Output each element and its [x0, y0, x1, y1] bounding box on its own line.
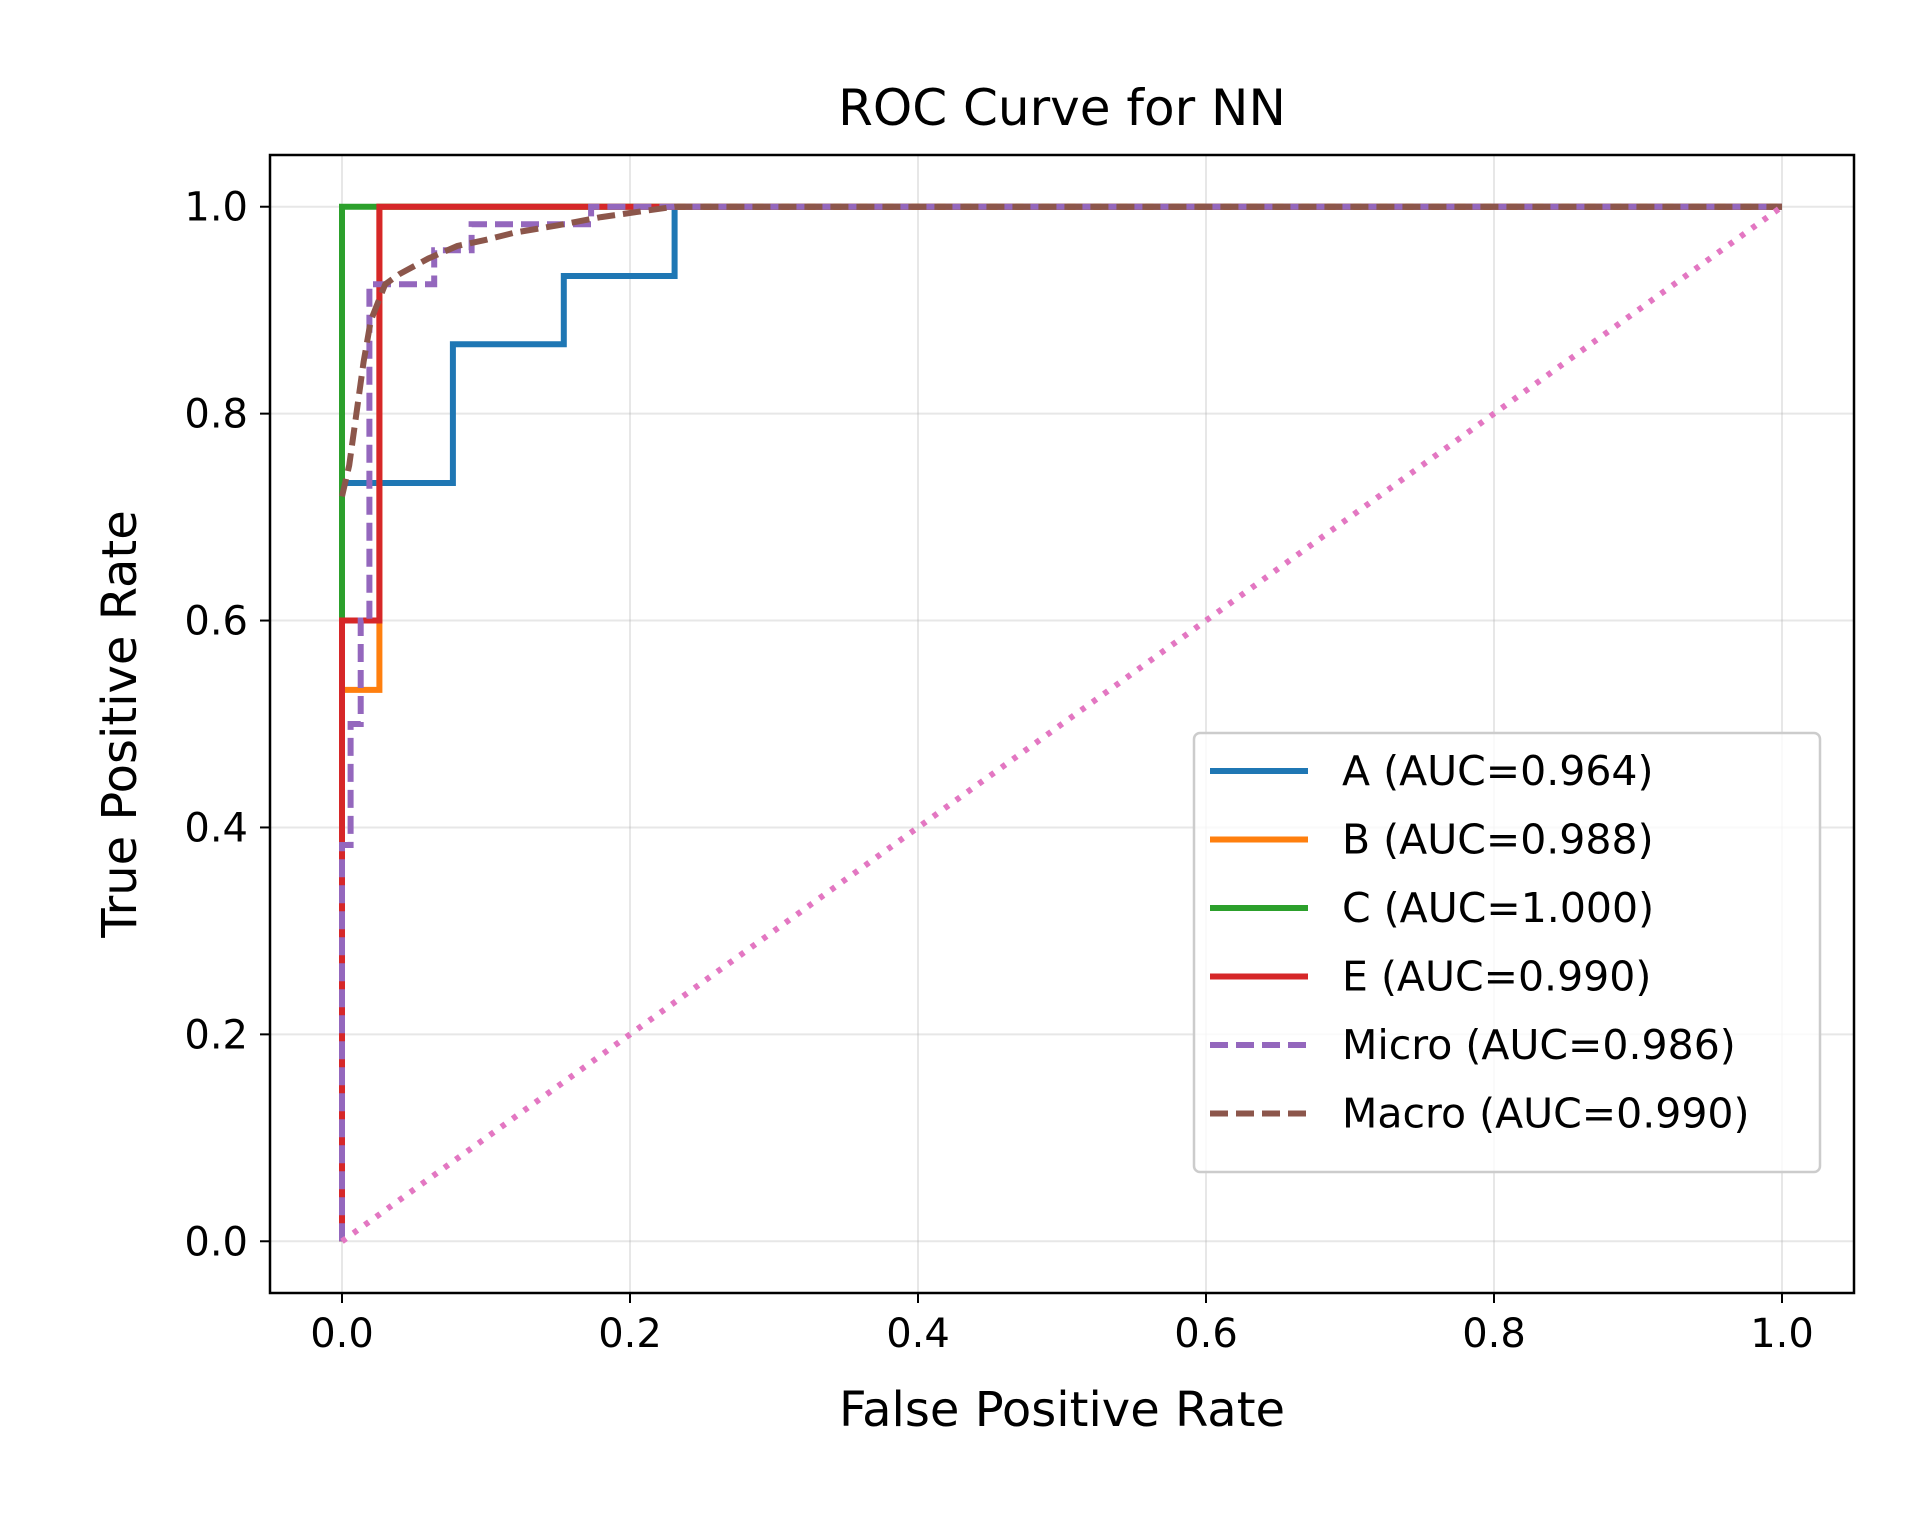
x-tick-label: 0.2 [598, 1311, 662, 1357]
legend-label-e: E (AUC=0.990) [1342, 953, 1651, 1001]
y-tick-label: 1.0 [184, 185, 248, 231]
y-tick-label: 0.0 [184, 1219, 248, 1265]
x-tick-label: 0.6 [1174, 1311, 1238, 1357]
legend-label-macro: Macro (AUC=0.990) [1342, 1090, 1750, 1138]
plot-frame [268, 153, 1856, 1295]
legend: A (AUC=0.964) B (AUC=0.988) C (AUC=1.000) E… [1192, 731, 1822, 1174]
y-axis-label: True Positive Rate [92, 510, 148, 939]
y-tick-label: 0.6 [184, 599, 248, 645]
y-tick-label: 0.2 [184, 1012, 248, 1058]
plot-series [339, 203, 1784, 1244]
x-tick-label: 1.0 [1750, 1311, 1814, 1357]
y-tick-label: 0.4 [184, 805, 248, 851]
chart-title: ROC Curve for NN [838, 79, 1286, 137]
legend-label-micro: Micro (AUC=0.986) [1342, 1021, 1736, 1069]
x-tick-label: 0.0 [310, 1311, 374, 1357]
axis-ticks: 0.0 0.2 0.4 0.6 0.8 1.0 0.0 0.2 0.4 0.6 0.8 1.0 [184, 185, 1813, 1357]
series-line-diagonal [340, 204, 1784, 1244]
legend-label-b: B (AUC=0.988) [1342, 816, 1654, 864]
x-tick-label: 0.8 [1462, 1311, 1526, 1357]
legend-box [1192, 731, 1822, 1174]
legend-label-a: A (AUC=0.964) [1342, 747, 1653, 795]
grid [270, 155, 1854, 1293]
x-axis-label: False Positive Rate [839, 1382, 1285, 1438]
legend-label-c: C (AUC=1.000) [1342, 884, 1654, 932]
y-tick-label: 0.8 [184, 392, 248, 438]
x-tick-label: 0.4 [886, 1311, 950, 1357]
series-line-macro [339, 203, 1782, 498]
